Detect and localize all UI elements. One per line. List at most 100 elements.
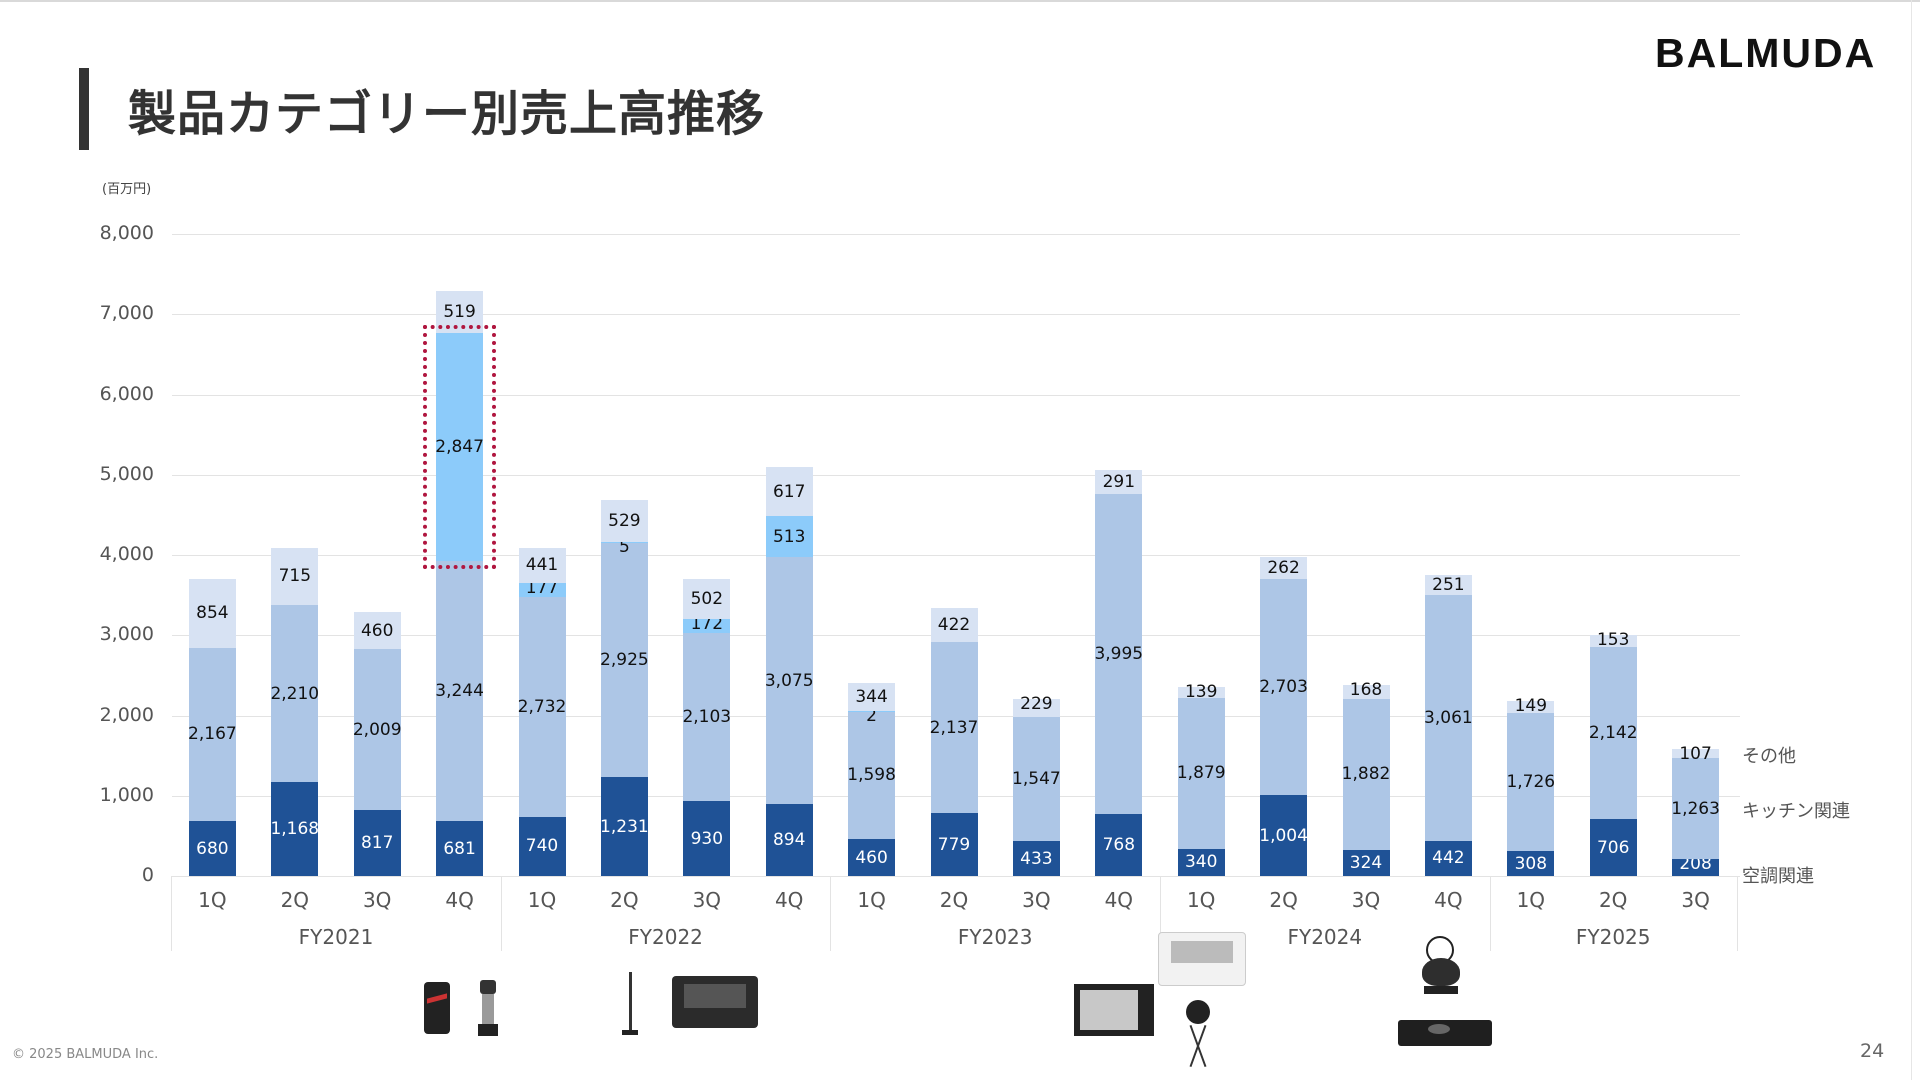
data-label: 930 — [690, 828, 724, 849]
segment-air-conditioning: 208 — [1672, 855, 1720, 876]
segment-air-conditioning: 340 — [1177, 848, 1225, 876]
data-label: 1,726 — [1506, 772, 1556, 793]
x-group-divider — [1489, 876, 1491, 951]
data-label: 149 — [1514, 695, 1548, 716]
data-label: 706 — [1596, 837, 1630, 858]
page-title: 製品カテゴリー別売上高推移 — [128, 86, 766, 142]
data-label: 715 — [278, 566, 312, 587]
stacked-bar: 1,004 2,703 262 — [1259, 557, 1308, 876]
data-label: 2,009 — [352, 719, 402, 740]
y-tick-label: 7,000 — [99, 302, 154, 325]
page-number: 24 — [1860, 1040, 1885, 1062]
segment-air-conditioning: 680 — [188, 821, 236, 876]
segment-highlight: 177 — [518, 579, 566, 598]
segment-kitchen: 2,137 — [930, 642, 978, 814]
top-border — [0, 0, 1920, 2]
data-label: 529 — [608, 510, 641, 531]
stacked-bar: 706 2,142 153 — [1589, 631, 1638, 876]
data-label: 262 — [1267, 557, 1300, 578]
segment-other: 153 — [1589, 631, 1637, 649]
segment-other: 529 — [600, 499, 648, 543]
data-label: 433 — [1020, 848, 1053, 869]
x-fiscal-year-label: FY2022 — [628, 925, 703, 949]
data-label: 3,244 — [435, 681, 484, 702]
stacked-bar: 930 2,103 172 502 — [682, 578, 731, 876]
segment-highlight: 2,847 — [435, 332, 484, 562]
x-quarter-label: 2Q — [1598, 888, 1628, 912]
stacked-bar: 1,231 2,925 5 529 — [600, 499, 649, 876]
x-quarter-label: 1Q — [1516, 888, 1546, 912]
data-label: 3,995 — [1094, 644, 1144, 665]
segment-kitchen: 1,263 — [1671, 757, 1720, 860]
x-quarter-label: 3Q — [692, 888, 722, 912]
x-quarter-label: 1Q — [198, 888, 227, 912]
stacked-bar: 1,168 2,210 715 — [270, 547, 319, 876]
right-border — [1911, 0, 1912, 1080]
segment-kitchen: 1,879 — [1177, 697, 1226, 849]
toaster-white-image — [1158, 932, 1246, 986]
data-label: 854 — [196, 603, 229, 624]
segment-air-conditioning: 1,004 — [1259, 795, 1308, 876]
smartphone-image — [424, 982, 450, 1034]
segment-highlight: 513 — [765, 516, 813, 558]
data-label: 441 — [525, 555, 559, 576]
segment-other: 715 — [271, 547, 319, 605]
data-label: 768 — [1102, 835, 1136, 856]
x-quarter-label: 3Q — [1351, 888, 1381, 912]
data-label: 2,142 — [1588, 723, 1638, 744]
x-quarter-label: 2Q — [939, 888, 969, 912]
segment-kitchen: 1,726 — [1506, 712, 1555, 852]
data-label: 172 — [690, 613, 724, 634]
coffee-grinder-image — [478, 980, 498, 1036]
gridline — [172, 234, 1740, 235]
stacked-bar: 779 2,137 422 — [930, 608, 978, 876]
data-label: 422 — [937, 615, 971, 636]
data-label: 460 — [360, 620, 394, 641]
x-quarter-label: 4Q — [1104, 888, 1134, 912]
stacked-bar: 308 1,726 149 — [1506, 697, 1555, 876]
segment-other: 149 — [1507, 697, 1555, 715]
data-label: 502 — [690, 588, 724, 609]
segment-other: 251 — [1424, 574, 1472, 595]
data-label: 1,004 — [1259, 825, 1308, 846]
kettle-image — [1418, 936, 1464, 996]
y-tick-label: 4,000 — [99, 543, 154, 565]
y-tick-label: 5,000 — [99, 462, 154, 485]
data-label: 2,925 — [600, 649, 649, 670]
data-label: 107 — [1679, 744, 1712, 765]
segment-air-conditioning: 1,168 — [270, 782, 319, 876]
segment-other: 422 — [930, 608, 978, 642]
gridline — [172, 394, 1740, 396]
data-label: 1,882 — [1341, 764, 1391, 785]
segment-air-conditioning: 779 — [930, 813, 978, 876]
data-label: 817 — [360, 833, 394, 854]
x-quarter-label: 4Q — [445, 888, 474, 912]
data-label: 3,061 — [1424, 707, 1473, 728]
x-group-divider — [830, 876, 832, 951]
y-tick-label: 6,000 — [99, 382, 154, 405]
segment-kitchen: 2,167 — [188, 647, 237, 822]
data-label: 153 — [1596, 630, 1630, 651]
x-fiscal-year-label: FY2021 — [298, 925, 374, 949]
data-label: 324 — [1349, 852, 1383, 873]
x-quarter-label: 3Q — [362, 888, 392, 912]
y-tick-label: 3,000 — [99, 623, 154, 646]
data-label: 208 — [1679, 854, 1712, 875]
data-label: 681 — [443, 838, 476, 859]
segment-air-conditioning: 1,231 — [600, 777, 649, 876]
data-label: 2,847 — [435, 436, 484, 457]
segment-air-conditioning: 706 — [1589, 819, 1637, 876]
y-tick-label: 8,000 — [99, 222, 154, 244]
stacked-bar: 442 3,061 251 — [1424, 574, 1473, 876]
segment-other: 107 — [1672, 745, 1720, 763]
segment-other: 262 — [1260, 557, 1308, 579]
data-label: 2,167 — [188, 724, 237, 745]
segment-kitchen: 1,882 — [1342, 698, 1390, 850]
segment-air-conditioning: 817 — [353, 810, 401, 876]
segment-other: 291 — [1095, 470, 1143, 494]
x-quarter-label: 1Q — [1186, 888, 1216, 912]
segment-highlight: 172 — [683, 615, 731, 633]
highlight-box — [423, 324, 497, 570]
segment-other: 854 — [188, 578, 236, 648]
x-quarter-label: 3Q — [1681, 888, 1710, 912]
